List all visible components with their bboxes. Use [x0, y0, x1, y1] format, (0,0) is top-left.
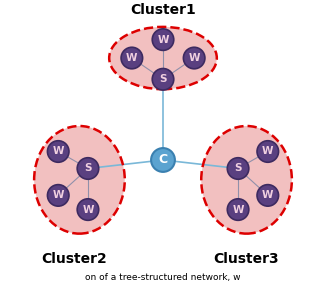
- Text: W: W: [52, 190, 64, 200]
- Text: W: W: [262, 146, 274, 156]
- Circle shape: [152, 29, 174, 50]
- Text: Cluster1: Cluster1: [130, 3, 196, 17]
- Text: W: W: [52, 146, 64, 156]
- Text: W: W: [262, 190, 274, 200]
- Text: W: W: [126, 53, 138, 63]
- Circle shape: [77, 158, 99, 179]
- Text: W: W: [188, 53, 200, 63]
- Text: C: C: [158, 154, 168, 166]
- Circle shape: [257, 141, 278, 162]
- Circle shape: [121, 47, 142, 69]
- Ellipse shape: [109, 27, 217, 89]
- Circle shape: [48, 185, 69, 206]
- Text: S: S: [84, 164, 92, 174]
- Text: W: W: [157, 35, 169, 45]
- Circle shape: [151, 148, 175, 172]
- Ellipse shape: [201, 126, 292, 234]
- Circle shape: [227, 158, 249, 179]
- Text: Cluster2: Cluster2: [41, 252, 107, 266]
- Text: Cluster3: Cluster3: [214, 252, 279, 266]
- Circle shape: [152, 69, 174, 90]
- Circle shape: [48, 141, 69, 162]
- Circle shape: [184, 47, 205, 69]
- Circle shape: [257, 185, 278, 206]
- Circle shape: [227, 199, 249, 220]
- Text: on of a tree-structured network, w: on of a tree-structured network, w: [85, 273, 241, 282]
- Ellipse shape: [34, 126, 125, 234]
- Text: S: S: [234, 164, 242, 174]
- Text: W: W: [232, 204, 244, 214]
- Circle shape: [77, 199, 99, 220]
- Text: S: S: [159, 74, 167, 84]
- Text: W: W: [82, 204, 94, 214]
